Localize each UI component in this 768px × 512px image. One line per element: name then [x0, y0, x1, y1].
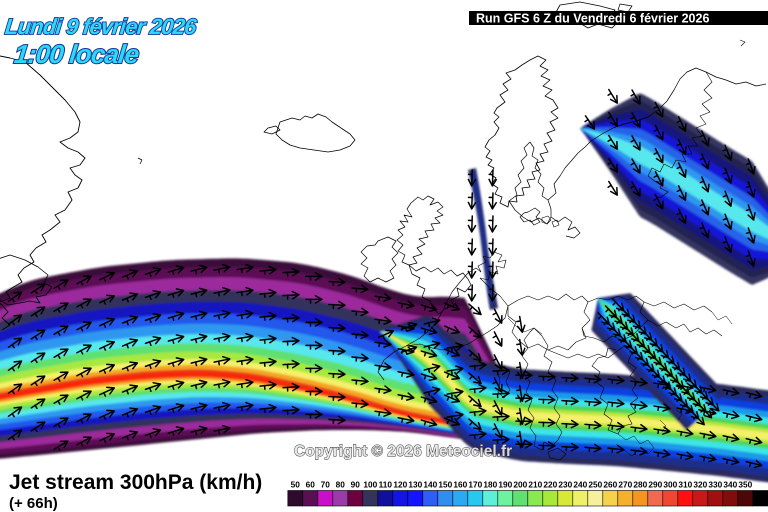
- svg-text:300: 300: [663, 480, 677, 490]
- svg-text:1:00 locale: 1:00 locale: [13, 39, 141, 69]
- svg-text:150: 150: [438, 480, 452, 490]
- svg-text:110: 110: [379, 480, 393, 490]
- svg-text:100: 100: [363, 480, 377, 490]
- svg-text:330: 330: [708, 480, 722, 490]
- svg-text:Run GFS 6 Z du Vendredi 6 févr: Run GFS 6 Z du Vendredi 6 février 2026: [476, 12, 709, 26]
- svg-text:270: 270: [618, 480, 632, 490]
- svg-text:(+ 66h): (+ 66h): [9, 495, 58, 512]
- svg-text:120: 120: [393, 480, 407, 490]
- svg-text:140: 140: [423, 480, 437, 490]
- svg-text:50: 50: [291, 480, 301, 490]
- svg-text:Lundi 9 février 2026: Lundi 9 février 2026: [4, 14, 199, 39]
- svg-text:170: 170: [468, 480, 482, 490]
- svg-text:210: 210: [528, 480, 542, 490]
- svg-text:160: 160: [453, 480, 467, 490]
- svg-text:320: 320: [693, 480, 707, 490]
- svg-text:60: 60: [306, 480, 316, 490]
- svg-text:250: 250: [588, 480, 602, 490]
- svg-text:180: 180: [483, 480, 497, 490]
- svg-text:70: 70: [321, 480, 331, 490]
- svg-text:90: 90: [351, 480, 361, 490]
- svg-text:Jet stream 300hPa (km/h): Jet stream 300hPa (km/h): [9, 471, 262, 494]
- svg-text:290: 290: [648, 480, 662, 490]
- svg-text:340: 340: [723, 480, 737, 490]
- svg-text:200: 200: [513, 480, 527, 490]
- svg-text:240: 240: [573, 480, 587, 490]
- svg-text:190: 190: [498, 480, 512, 490]
- svg-text:220: 220: [543, 480, 557, 490]
- svg-text:80: 80: [336, 480, 346, 490]
- svg-text:230: 230: [558, 480, 572, 490]
- svg-text:260: 260: [603, 480, 617, 490]
- svg-text:310: 310: [678, 480, 692, 490]
- svg-text:350: 350: [738, 480, 752, 490]
- svg-text:130: 130: [408, 480, 422, 490]
- svg-text:280: 280: [633, 480, 647, 490]
- svg-text:Copyright © 2026 Meteociel.fr: Copyright © 2026 Meteociel.fr: [294, 443, 512, 460]
